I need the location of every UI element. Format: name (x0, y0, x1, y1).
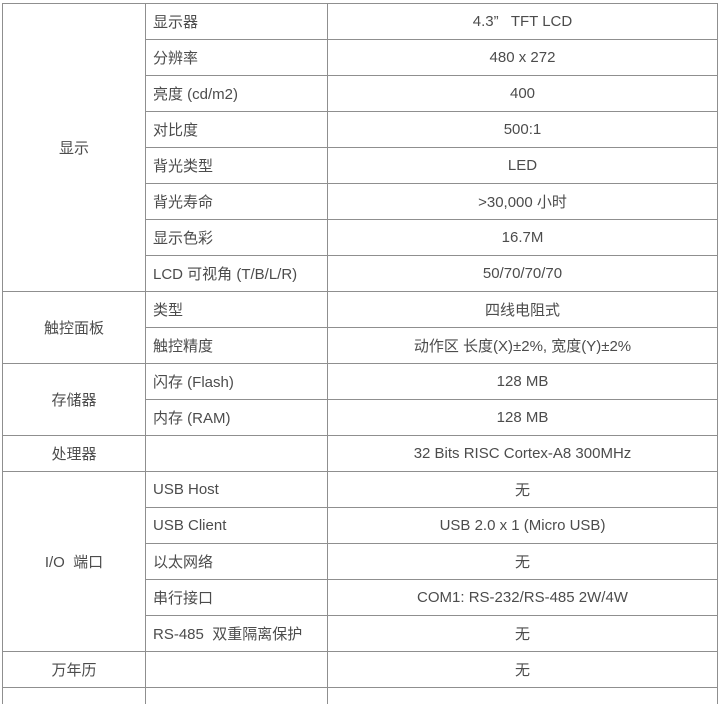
spec-table: 显示 显示器 4.3” TFT LCD 分辨率 480 x 272 亮度 (cd… (2, 3, 718, 704)
spec-attribute: 分辨率 (146, 40, 328, 76)
spec-attribute: 显示色彩 (146, 220, 328, 256)
spec-value: 32 Bits RISC Cortex-A8 300MHz (328, 436, 718, 472)
spec-value: USB 2.0 x 1 (Micro USB) (328, 508, 718, 544)
table-row: 显示 显示器 4.3” TFT LCD (3, 4, 718, 40)
spec-attribute: 以太网络 (146, 544, 328, 580)
spec-value (328, 688, 718, 704)
spec-value: 4.3” TFT LCD (328, 4, 718, 40)
spec-value: 50/70/70/70 (328, 256, 718, 292)
spec-value: LED (328, 148, 718, 184)
spec-attribute: 闪存 (Flash) (146, 364, 328, 400)
spec-category (3, 688, 146, 704)
table-row: 存储器 闪存 (Flash) 128 MB (3, 364, 718, 400)
spec-attribute: 对比度 (146, 112, 328, 148)
spec-attribute: 背光类型 (146, 148, 328, 184)
spec-attribute: USB Host (146, 472, 328, 508)
table-row: 万年历 无 (3, 652, 718, 688)
spec-value: 无 (328, 472, 718, 508)
spec-attribute: USB Client (146, 508, 328, 544)
spec-value: >30,000 小时 (328, 184, 718, 220)
table-row: 处理器 32 Bits RISC Cortex-A8 300MHz (3, 436, 718, 472)
spec-value: 480 x 272 (328, 40, 718, 76)
spec-value: 动作区 长度(X)±2%, 宽度(Y)±2% (328, 328, 718, 364)
spec-value: 无 (328, 616, 718, 652)
category-processor: 处理器 (3, 436, 146, 472)
spec-attribute: 背光寿命 (146, 184, 328, 220)
spec-value: 16.7M (328, 220, 718, 256)
spec-value: 无 (328, 544, 718, 580)
spec-value: 400 (328, 76, 718, 112)
table-row: I/O 端口 USB Host 无 (3, 472, 718, 508)
spec-attribute (146, 688, 328, 704)
spec-attribute: LCD 可视角 (T/B/L/R) (146, 256, 328, 292)
table-row-cutoff (3, 688, 718, 704)
category-calendar: 万年历 (3, 652, 146, 688)
spec-attribute: RS-485 双重隔离保护 (146, 616, 328, 652)
spec-attribute (146, 436, 328, 472)
spec-value: 128 MB (328, 364, 718, 400)
table-row: 触控面板 类型 四线电阻式 (3, 292, 718, 328)
spec-attribute: 类型 (146, 292, 328, 328)
spec-value: COM1: RS-232/RS-485 2W/4W (328, 580, 718, 616)
spec-value: 四线电阻式 (328, 292, 718, 328)
spec-attribute: 串行接口 (146, 580, 328, 616)
spec-attribute: 显示器 (146, 4, 328, 40)
category-io-ports: I/O 端口 (3, 472, 146, 652)
spec-attribute (146, 652, 328, 688)
category-memory: 存储器 (3, 364, 146, 436)
spec-value: 无 (328, 652, 718, 688)
spec-attribute: 内存 (RAM) (146, 400, 328, 436)
spec-value: 128 MB (328, 400, 718, 436)
category-touch-panel: 触控面板 (3, 292, 146, 364)
spec-attribute: 亮度 (cd/m2) (146, 76, 328, 112)
spec-value: 500:1 (328, 112, 718, 148)
category-display: 显示 (3, 4, 146, 292)
spec-attribute: 触控精度 (146, 328, 328, 364)
